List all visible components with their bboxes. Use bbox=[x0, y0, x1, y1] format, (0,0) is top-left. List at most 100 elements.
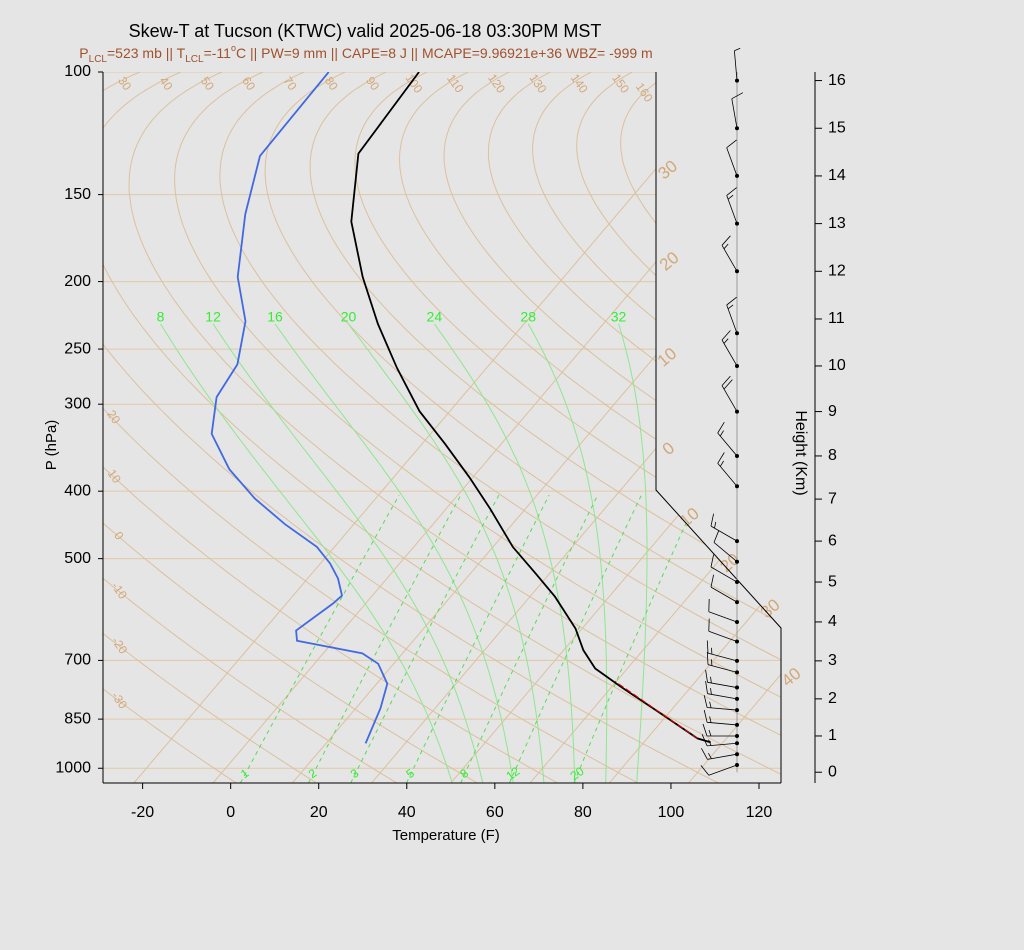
wind-level-dot bbox=[735, 331, 739, 336]
wind-barb bbox=[726, 296, 738, 334]
wind-level-dot bbox=[735, 453, 739, 458]
wind-level-dot bbox=[735, 670, 739, 675]
subtitle-part: o bbox=[231, 43, 236, 53]
y2-tick-label: 7 bbox=[828, 490, 837, 507]
wind-barb bbox=[721, 235, 738, 272]
wind-barb bbox=[717, 421, 738, 457]
dry-adiabat bbox=[354, 72, 781, 783]
wind-level-dot bbox=[735, 173, 739, 178]
dry-adiabat bbox=[128, 72, 781, 783]
x-tick-label: 80 bbox=[574, 804, 592, 821]
moist-adiabat-label: 16 bbox=[267, 309, 283, 325]
subtitle-part: C || PW=9 mm || CAPE=8 J || MCAPE=9.9692… bbox=[236, 45, 653, 61]
wind-barb bbox=[710, 513, 738, 542]
wind-level-dot bbox=[735, 539, 739, 544]
y2-tick-label: 2 bbox=[828, 690, 837, 707]
x-tick-label: 20 bbox=[310, 804, 328, 821]
isotherm bbox=[529, 72, 781, 783]
data-lines bbox=[210, 72, 711, 744]
wind-barb bbox=[713, 530, 738, 563]
y2-tick-label: 4 bbox=[828, 613, 837, 630]
wind-barb bbox=[726, 187, 738, 224]
wind-barb bbox=[705, 681, 738, 700]
y2-tick-label: 14 bbox=[828, 167, 846, 184]
moist-adiabat bbox=[274, 323, 514, 783]
y2-tick-label: 6 bbox=[828, 532, 837, 549]
wind-barb bbox=[731, 92, 744, 129]
wind-barb bbox=[710, 574, 738, 603]
wind-barb bbox=[706, 651, 738, 673]
wind-level-dot bbox=[735, 619, 739, 624]
y2-tick-label: 0 bbox=[828, 763, 837, 780]
wind-barb bbox=[705, 669, 738, 688]
dry-adiabat bbox=[103, 72, 317, 783]
y2-tick-label: 1 bbox=[828, 727, 837, 744]
dry-adiabat bbox=[309, 72, 781, 783]
wind-level-dot bbox=[735, 126, 739, 131]
x-tick-label: 120 bbox=[746, 804, 773, 821]
subtitle-part: LCL bbox=[89, 54, 108, 65]
isotherm bbox=[608, 72, 781, 783]
wind-barb bbox=[706, 640, 738, 662]
isotherm bbox=[291, 72, 781, 783]
y2-tick-label: 10 bbox=[828, 357, 846, 374]
mixing-ratio-line bbox=[406, 494, 550, 783]
mixing-ratio-line bbox=[573, 494, 700, 783]
wind-barb bbox=[703, 709, 738, 726]
mixing-ratio-line bbox=[239, 494, 400, 783]
wind-column bbox=[700, 47, 744, 776]
isotherm bbox=[133, 72, 739, 783]
y2-tick-label: 16 bbox=[828, 72, 846, 89]
wind-barb bbox=[701, 748, 738, 760]
wind-level-dot bbox=[735, 696, 739, 701]
wind-level-dot bbox=[735, 580, 739, 585]
x-tick-label: 60 bbox=[486, 804, 504, 821]
dry-adiabat bbox=[264, 72, 781, 783]
dry-adiabat bbox=[103, 72, 639, 783]
sounding-line bbox=[210, 72, 389, 744]
wind-barb bbox=[708, 598, 738, 623]
mixing-ratio-line bbox=[308, 494, 462, 783]
dry-adiabat bbox=[103, 72, 478, 783]
y-axis-title: P (hPa) bbox=[43, 420, 60, 471]
dry-adiabat bbox=[576, 72, 781, 783]
y-tick-label: 500 bbox=[64, 550, 91, 567]
wind-level-dot bbox=[735, 752, 739, 757]
chart-title: Skew-T at Tucson (KTWC) valid 2025-06-18… bbox=[129, 21, 602, 41]
y2-tick-label: 8 bbox=[828, 447, 837, 464]
y-tick-label: 1000 bbox=[55, 759, 91, 776]
sounding-line bbox=[350, 72, 711, 744]
y-tick-label: 300 bbox=[64, 395, 91, 412]
y2-axis-title: Height (Km) bbox=[792, 410, 809, 495]
wind-level-dot bbox=[735, 733, 739, 738]
y-tick-label: 850 bbox=[64, 710, 91, 727]
x-tick-label: -20 bbox=[131, 804, 154, 821]
wind-level-dot bbox=[735, 363, 739, 368]
chart-subtitle: PLCL=523 mb || TLCL=-11oC || PW=9 mm || … bbox=[79, 43, 652, 65]
dry-adiabat bbox=[174, 72, 781, 783]
dry-adiabat bbox=[620, 72, 781, 783]
wind-level-dot bbox=[735, 409, 739, 414]
wind-level-dot bbox=[735, 741, 739, 746]
dry-adiabat bbox=[103, 72, 398, 783]
wind-level-dot bbox=[735, 763, 739, 768]
wind-level-dot bbox=[735, 639, 739, 644]
wind-barb bbox=[726, 139, 738, 177]
dry-adiabat bbox=[103, 72, 719, 783]
wind-barb bbox=[701, 734, 738, 747]
mixing-ratio-line bbox=[460, 494, 599, 783]
y-tick-label: 400 bbox=[64, 482, 91, 499]
moist-adiabat bbox=[618, 323, 648, 783]
moist-adiabat-label: 8 bbox=[157, 309, 165, 325]
y-tick-label: 150 bbox=[64, 186, 91, 203]
moist-adiabat-label: 28 bbox=[520, 309, 536, 325]
moist-adiabat-label: 20 bbox=[341, 309, 357, 325]
x-tick-label: 0 bbox=[226, 804, 235, 821]
mixing-ratio-line bbox=[350, 494, 500, 783]
x-tick-label: 40 bbox=[398, 804, 416, 821]
y2-tick-label: 3 bbox=[828, 652, 837, 669]
wind-barb bbox=[734, 47, 741, 81]
wind-barb bbox=[703, 695, 738, 711]
